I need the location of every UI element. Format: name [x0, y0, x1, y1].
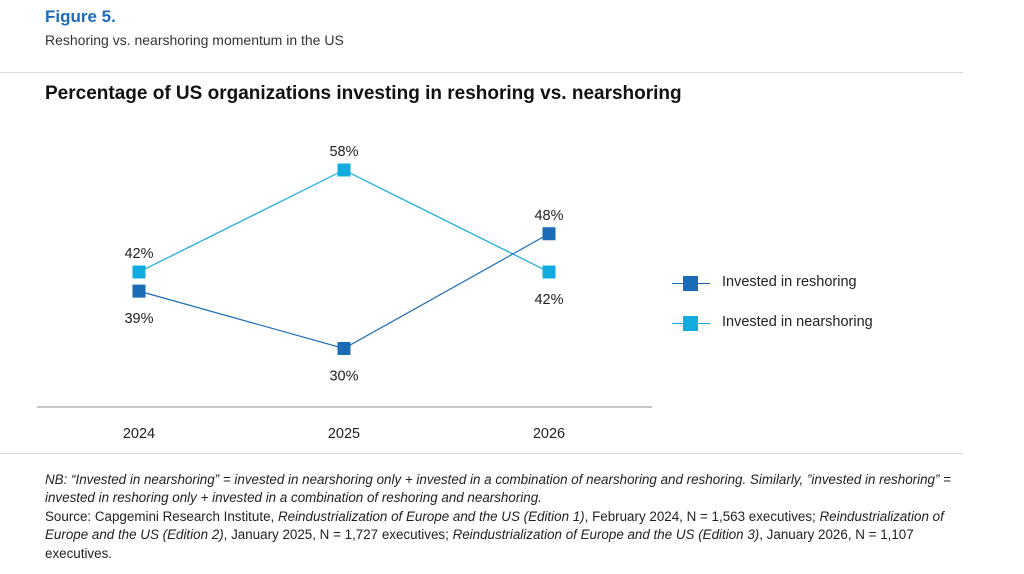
marker-nearshoring-2024 [132, 265, 146, 279]
footnotes: NB: “Invested in nearshoring” = invested… [45, 471, 965, 563]
x-tick-2026: 2026 [533, 426, 565, 442]
source-detail-2: , January 2025, N = 1,727 executives; [223, 527, 453, 543]
marker-reshoring-2025 [337, 342, 351, 355]
source-detail-3: , January 2026, N = 1,107 executives. [45, 527, 914, 561]
series-line-reshoring [138, 233, 550, 350]
series-line-nearshoring [138, 169, 550, 273]
source-note: Source: Capgemini Research Institute, Re… [45, 508, 965, 563]
data-label-reshoring-2024: 39% [124, 311, 153, 327]
source-title-2: Reindustrialization of Europe and the US… [45, 508, 944, 543]
marker-nearshoring-2026 [542, 265, 556, 279]
source-prefix: Source: Capgemini Research Institute, [45, 508, 278, 524]
top-divider [0, 72, 963, 73]
data-label-reshoring-2025: 30% [329, 369, 358, 385]
bottom-divider [0, 453, 963, 454]
data-label-reshoring-2026: 48% [534, 208, 563, 224]
legend-marker-reshoring [683, 276, 698, 291]
series-layer: 42% 58% 42% 39% 30% 48% [124, 144, 563, 385]
x-tick-2024: 2024 [123, 426, 155, 442]
marker-reshoring-2026 [542, 227, 556, 241]
data-label-nearshoring-2026: 42% [534, 292, 563, 308]
nb-note: NB: “Invested in nearshoring” = invested… [45, 472, 951, 506]
marker-nearshoring-2025 [337, 163, 351, 177]
source-title-1: Reindustrialization of Europe and the US… [277, 508, 585, 524]
marker-reshoring-2024 [132, 284, 146, 298]
legend-label-reshoring: Invested in reshoring [722, 274, 857, 290]
figure-subtitle: Reshoring vs. nearshoring momentum in th… [45, 32, 344, 48]
data-label-nearshoring-2025: 58% [329, 144, 358, 160]
x-tick-labels: 2024 2025 2026 [123, 426, 565, 442]
x-tick-2025: 2025 [328, 426, 360, 442]
legend-item-reshoring: Invested in reshoring [672, 272, 932, 296]
chart-title: Percentage of US organizations investing… [45, 83, 682, 104]
figure-label: Figure 5. [45, 7, 116, 26]
legend-label-nearshoring: Invested in nearshoring [722, 314, 873, 330]
legend-item-nearshoring: Invested in nearshoring [672, 312, 932, 336]
source-detail-1: , February 2024, N = 1,563 executives; [584, 508, 820, 524]
source-title-3: Reindustrialization of Europe and the US… [452, 527, 760, 543]
legend-marker-nearshoring [683, 316, 698, 331]
data-label-nearshoring-2024: 42% [124, 246, 153, 262]
